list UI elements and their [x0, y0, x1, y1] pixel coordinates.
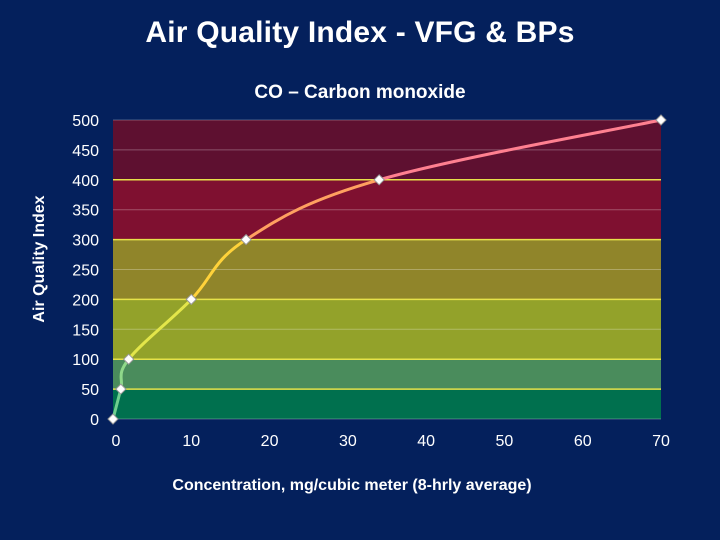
data-point-2-100 [122, 353, 135, 365]
series-segment-2 [127, 297, 193, 361]
y-tick-350: 350 [72, 203, 99, 220]
x-tick-10: 10 [182, 433, 200, 450]
data-point-0-0 [107, 413, 119, 425]
chart-title: CO – Carbon monoxide [254, 82, 466, 103]
x-axis-label: Concentration, mg/cubic meter (8-hrly av… [172, 477, 531, 494]
data-point-17-300 [240, 233, 252, 246]
x-tick-70: 70 [652, 433, 670, 450]
x-tick-50: 50 [496, 433, 514, 450]
y-tick-50: 50 [81, 382, 99, 399]
y-tick-500: 500 [72, 113, 99, 130]
aqi-band-0-50 [113, 389, 661, 419]
y-tick-0: 0 [90, 412, 99, 429]
x-tick-60: 60 [574, 433, 592, 450]
x-tick-20: 20 [261, 433, 279, 450]
aqi-band-200-300 [113, 239, 661, 300]
co-series-line [111, 118, 663, 421]
aqi-bands [113, 120, 661, 419]
data-point-34-400 [373, 174, 385, 186]
y-tick-250: 250 [72, 263, 99, 280]
x-tick-30: 30 [339, 433, 357, 450]
x-tick-labels: 0 10 20 30 40 50 60 70 [112, 433, 670, 450]
page-title: Air Quality Index - VFG & BPs [145, 16, 575, 49]
aqi-band-400-500 [113, 120, 661, 180]
aqi-band-300-400 [113, 179, 661, 240]
series-segment-5 [377, 118, 663, 182]
y-tick-300: 300 [72, 233, 99, 250]
y-tick-100: 100 [72, 352, 99, 369]
y-tick-200: 200 [72, 292, 99, 309]
y-tick-labels: 0 50 100 150 200 250 300 350 400 450 500 [72, 113, 99, 429]
y-axis-label: Air Quality Index [31, 195, 48, 322]
data-point-70-500 [655, 114, 667, 126]
co-series-markers [107, 114, 667, 425]
x-tick-0: 0 [112, 433, 121, 450]
data-point-1-50 [115, 383, 127, 395]
y-tick-450: 450 [72, 143, 99, 160]
gridlines [113, 119, 661, 420]
x-tick-40: 40 [417, 433, 435, 450]
series-segment-3 [189, 238, 248, 301]
series-segment-4 [244, 178, 381, 242]
aqi-band-100-200 [113, 299, 661, 360]
y-tick-150: 150 [72, 322, 99, 339]
y-tick-400: 400 [72, 173, 99, 190]
data-point-10-200 [185, 293, 197, 306]
aqi-band-50-100 [113, 359, 661, 390]
